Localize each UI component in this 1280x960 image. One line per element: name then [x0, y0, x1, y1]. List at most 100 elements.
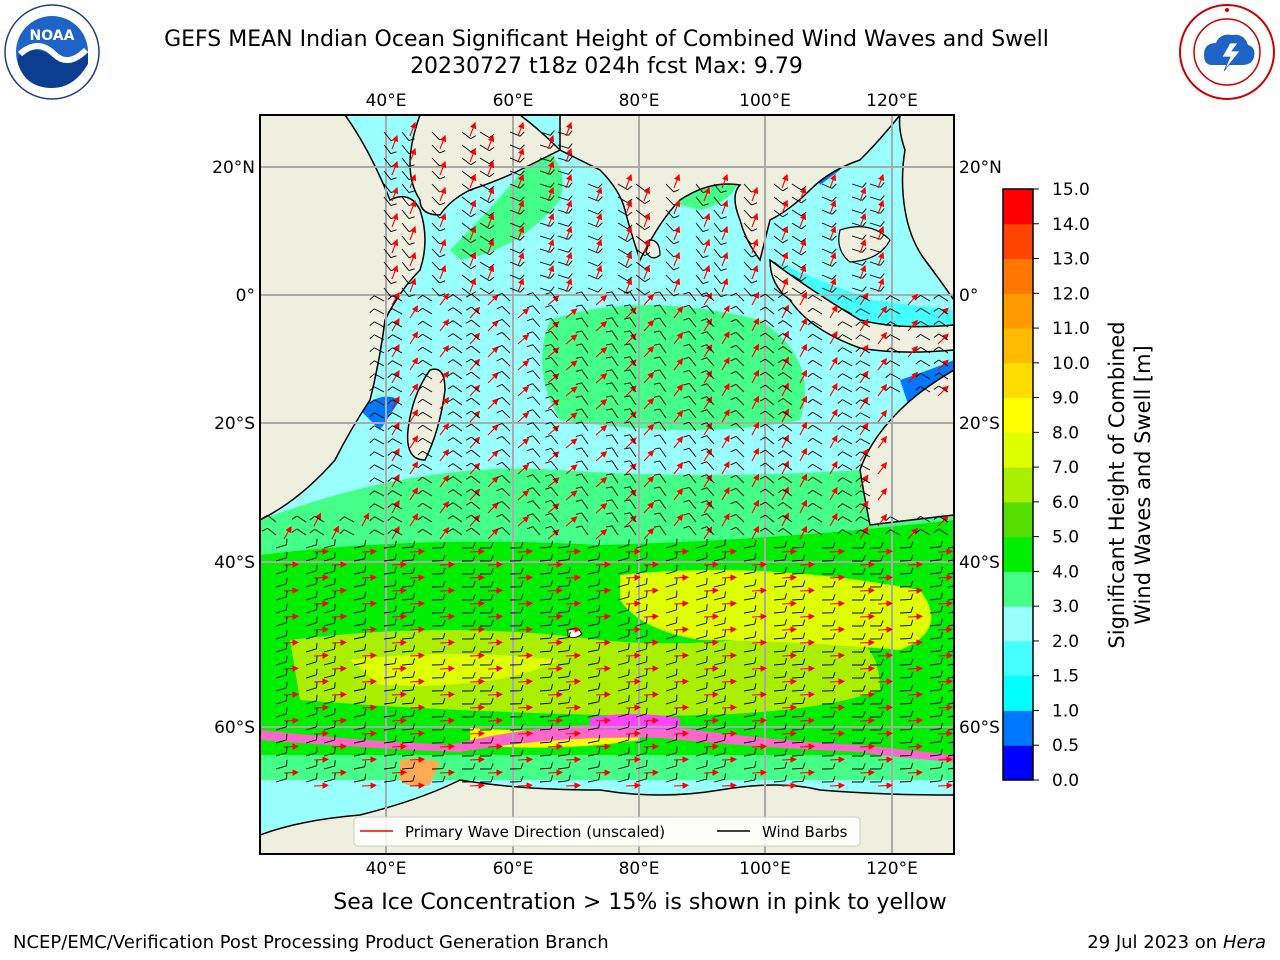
wind-barb-flag: [910, 723, 914, 730]
wind-barb-flag: [526, 526, 533, 530]
wind-barb: [557, 676, 569, 679]
wind-barb: [659, 291, 667, 302]
wave-direction-arrow: [595, 528, 608, 540]
wave-direction-arrow: [751, 212, 759, 228]
wave-direction-arrow: [469, 436, 481, 449]
wind-barb: [899, 741, 912, 744]
lat-label-left: 20°N: [212, 158, 255, 178]
wave-direction-arrow: [781, 330, 789, 345]
wind-barb-flag: [598, 682, 601, 689]
wind-barb: [617, 648, 629, 653]
wind-barb: [557, 624, 569, 627]
wind-barb-flag: [364, 695, 367, 702]
wind-barb: [557, 196, 569, 201]
wave-direction-arrow: [751, 421, 760, 436]
wave-direction-arrow: [829, 782, 846, 789]
wind-barb-flag: [568, 657, 571, 664]
wave-direction-arrow: [643, 613, 660, 620]
wind-barb: [587, 558, 599, 562]
wave-direction-arrow: [799, 769, 816, 776]
wave-direction-arrow: [487, 528, 499, 540]
wind-barb: [706, 422, 715, 432]
wind-barb: [587, 662, 599, 666]
wind-barb-flag: [754, 540, 757, 547]
wind-barb: [929, 728, 941, 731]
wind-barb: [557, 611, 569, 614]
wave-direction-arrow: [595, 665, 612, 672]
wave-direction-arrow: [547, 373, 560, 384]
wind-barb-flag: [568, 618, 571, 625]
wind-barb-flag: [959, 605, 960, 611]
wave-direction-arrow: [799, 499, 807, 514]
wave-direction-arrow: [517, 359, 530, 371]
wind-barb-flag: [940, 683, 943, 690]
wave-direction-arrow: [361, 548, 378, 555]
wind-barb: [688, 409, 697, 419]
wind-barb: [374, 425, 385, 432]
wind-barb-flag: [644, 226, 651, 231]
wave-band-equatorial: [542, 305, 805, 430]
wind-barb: [374, 464, 385, 471]
wind-barb-flag: [447, 463, 454, 468]
wind-barb-flag: [653, 304, 660, 307]
wind-barb-flag: [605, 473, 613, 476]
wind-barb-flag: [624, 486, 631, 489]
wave-direction-arrow: [487, 424, 499, 436]
noaa-logo-text: NOAA: [30, 28, 75, 44]
wind-barb-flag: [782, 239, 789, 244]
wind-barb-flag: [526, 474, 533, 478]
wave-direction-arrow: [409, 626, 426, 633]
wave-direction-arrow: [643, 501, 655, 514]
wind-barb-flag: [575, 460, 582, 463]
wave-direction-arrow: [487, 294, 499, 306]
wind-barb-flag: [653, 382, 660, 385]
wind-barb: [735, 292, 745, 302]
wind-barb: [782, 294, 793, 302]
wave-direction-arrow: [703, 396, 713, 410]
wave-direction-arrow: [673, 384, 684, 397]
wind-barb-flag: [855, 451, 861, 457]
wind-barb: [659, 512, 667, 523]
wave-direction-arrow: [469, 782, 486, 789]
wind-barb: [353, 753, 365, 757]
wind-barb: [401, 780, 413, 783]
wind-barb: [635, 274, 646, 282]
wind-barb-flag: [472, 763, 476, 770]
wind-barb-flag: [339, 516, 345, 521]
wind-barb: [353, 545, 365, 549]
wind-barb: [713, 570, 725, 575]
wind-barb-flag: [489, 224, 495, 230]
wind-barb: [791, 741, 804, 744]
wind-barb: [532, 526, 541, 536]
wind-barb: [314, 515, 325, 523]
wind-barb-flag: [624, 369, 631, 372]
wave-direction-arrow: [751, 561, 768, 568]
wind-barb: [501, 527, 511, 536]
wind-barb-flag: [880, 221, 885, 227]
wind-barb-flag: [831, 287, 837, 293]
wind-barb-flag: [862, 221, 867, 227]
wind-barb-flag: [369, 438, 375, 444]
wave-direction-arrow: [487, 691, 504, 698]
wave-direction-arrow: [673, 574, 690, 581]
wind-barb-flag: [837, 295, 843, 300]
wind-barb-flag: [412, 684, 416, 691]
wind-barb-flag: [442, 606, 446, 613]
wind-barb-flag: [334, 760, 336, 767]
wind-barb-flag: [496, 318, 503, 323]
wind-barb: [929, 741, 941, 744]
wind-barb-flag: [885, 308, 891, 313]
wave-direction-arrow: [547, 399, 560, 410]
wind-barb: [635, 700, 647, 705]
wind-barb-flag: [408, 216, 415, 220]
wind-barb-flag: [862, 208, 867, 214]
wind-barb: [611, 369, 619, 380]
wave-direction-arrow: [361, 782, 378, 789]
wind-barb-flag: [628, 734, 630, 741]
wind-barb-flag: [550, 130, 555, 136]
wind-barb-flag: [724, 708, 726, 715]
wind-barb-flag: [369, 399, 375, 405]
wind-barb-flag: [862, 581, 866, 588]
wave-direction-arrow: [283, 613, 300, 620]
wind-barb-flag: [760, 319, 766, 324]
